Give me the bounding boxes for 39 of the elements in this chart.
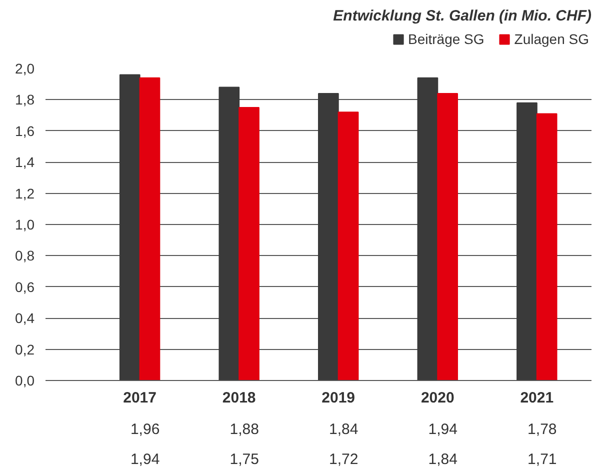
bar: [238, 107, 260, 380]
y-tick-label: 0,8: [15, 248, 35, 264]
data-label: 1,88: [230, 421, 259, 438]
data-label: 1,84: [428, 451, 458, 468]
x-tick-label: 2020: [420, 390, 454, 406]
bar: [437, 92, 458, 380]
legend-label: Beiträge SG: [408, 31, 484, 47]
x-tick-label: 2021: [520, 390, 554, 406]
y-tick-label: 0,6: [15, 278, 35, 295]
y-tick-label: 1,6: [15, 122, 35, 139]
data-label: 1,94: [130, 451, 160, 468]
y-tick-label: 0,2: [15, 341, 35, 358]
x-tick-label: 2017: [123, 390, 156, 406]
data-label: 1,71: [528, 451, 557, 468]
y-tick-label: 1,2: [15, 185, 35, 202]
data-label: 1,75: [230, 451, 259, 468]
bar: [417, 77, 438, 380]
y-tick-label: 0,4: [15, 310, 35, 326]
y-tick-label: 0,0: [15, 372, 35, 388]
bar: [338, 112, 359, 380]
y-tick-label: 2,0: [15, 60, 35, 76]
x-tick-label: 2018: [222, 390, 256, 406]
bar: [119, 74, 140, 380]
bar: [516, 102, 538, 380]
y-tick-label: 1,0: [15, 216, 35, 232]
data-label: 1,96: [130, 421, 160, 438]
data-label: 1,78: [528, 421, 557, 438]
y-tick-label: 1,8: [15, 92, 35, 108]
bar: [536, 113, 558, 380]
bar: [218, 86, 240, 380]
x-tick-label: 2019: [322, 390, 356, 406]
data-label: 1,84: [329, 421, 358, 438]
bar: [318, 92, 339, 380]
y-tick-label: 1,4: [15, 154, 35, 170]
chart-title: Entwicklung St. Gallen (in Mio. CHF): [333, 8, 592, 24]
data-label: 1,94: [428, 421, 458, 438]
legend-label: Zulagen SG: [514, 31, 589, 47]
data-label: 1,72: [329, 451, 358, 468]
bar: [139, 77, 160, 380]
